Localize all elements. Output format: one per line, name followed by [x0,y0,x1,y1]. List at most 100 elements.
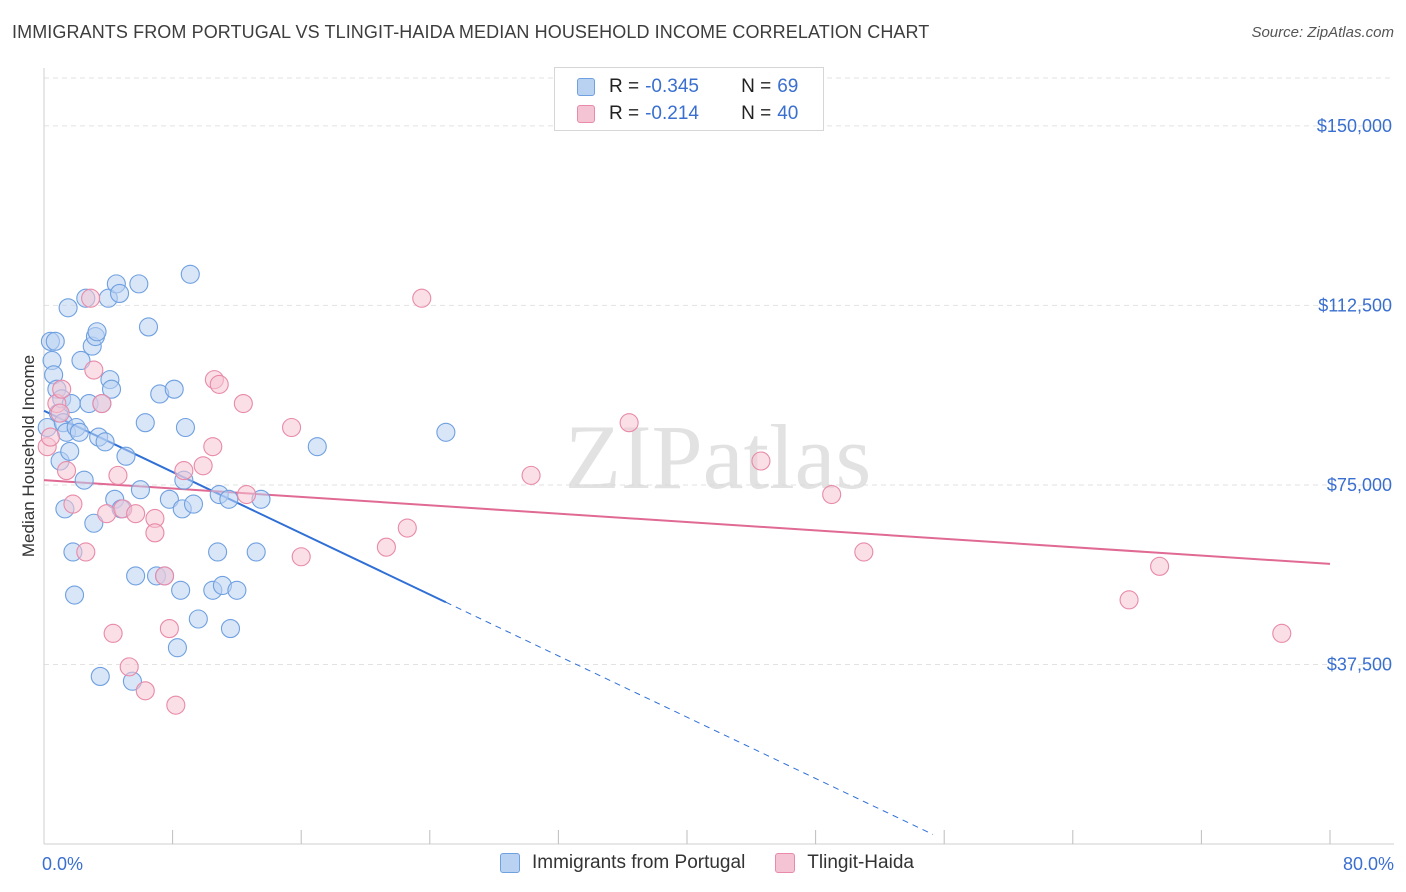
data-point [81,288,101,308]
data-point [52,379,72,399]
data-point [246,542,266,562]
x-tick-labels: 0.0% 80.0% [42,854,1394,874]
y-tick-labels: $37,500 $75,000 $112,500 $150,000 [1317,116,1392,675]
data-point [1272,623,1292,643]
data-point [116,446,136,466]
x-tick-label: 80.0% [1343,854,1394,874]
data-point [63,494,83,514]
data-point [103,623,123,643]
data-point [619,413,639,433]
bottom-legend: Immigrants from Portugal Tlingit-Haida [500,852,944,874]
data-point [174,461,194,481]
data-point [397,518,417,538]
legend-r-value: -0.214 [645,103,699,124]
data-point [135,681,155,701]
legend-r-label: R = [609,103,640,124]
data-point [60,441,80,461]
chart-title: IMMIGRANTS FROM PORTUGAL VS TLINGIT-HAID… [12,22,930,42]
data-point [50,403,70,423]
data-point [155,566,175,586]
source-label: Source: ZipAtlas.com [1251,24,1394,41]
data-point [129,274,149,294]
data-point [219,489,239,509]
data-point [135,413,155,433]
data-point [126,504,146,524]
data-point [412,288,432,308]
legend-item-label: Tlingit-Haida [807,852,914,873]
legend-r-value: -0.345 [645,76,699,97]
data-point [130,480,150,500]
legend-n-label: N = [741,103,772,124]
data-point [193,456,213,476]
data-point [175,417,196,438]
data-point [145,523,165,543]
data-point [1150,556,1170,576]
legend-row-portugal: R = -0.345 N = 69 [577,75,798,99]
trend-line-portugal-extension [445,601,934,835]
legend-n-value: 69 [777,76,799,97]
y-axis-label: Median Household Income [19,355,38,557]
data-point [64,585,85,605]
y-tick-label: $37,500 [1327,654,1392,674]
y-tick-label: $150,000 [1317,116,1392,136]
data-point [183,494,204,514]
data-point [84,513,104,533]
data-point [209,374,229,394]
data-point [74,470,94,490]
data-point [97,504,117,524]
data-point [188,609,208,629]
data-point [159,619,179,639]
data-point [233,393,253,414]
data-point [220,619,241,639]
data-point [227,580,247,600]
legend-n-label: N = [741,76,772,97]
data-point [751,451,771,471]
data-point [40,427,60,447]
data-point [203,437,223,457]
data-point [138,317,159,337]
data-point [171,580,191,600]
legend-swatch-pink-icon [577,105,595,123]
legend-swatch-pink-icon [775,853,796,873]
data-point [307,437,327,457]
legend-n-value: 40 [777,103,799,124]
data-point [92,393,112,414]
data-point [95,432,115,452]
data-points [37,264,1292,715]
gridlines [44,77,1394,665]
data-point [164,379,184,399]
data-point [119,657,139,677]
data-point [521,465,541,485]
data-point [108,465,128,485]
legend-swatch-blue-icon [577,78,595,96]
data-point [159,489,179,509]
x-tick-label: 0.0% [42,854,83,874]
data-point [208,542,228,562]
data-point [376,537,396,557]
axes [43,68,1394,845]
data-point [58,298,78,318]
data-point [84,360,104,380]
legend-r-label: R = [609,76,640,97]
legend-swatch-blue-icon [500,853,520,873]
data-point [56,461,77,481]
data-point [71,350,91,371]
data-point [291,547,311,567]
legend-item-portugal: Immigrants from Portugal [500,852,745,874]
data-point [1119,590,1139,610]
data-point [166,695,186,715]
data-point [822,484,842,505]
data-point [87,322,107,342]
y-tick-label: $112,500 [1318,295,1392,315]
data-point [436,422,456,442]
data-point [69,422,89,442]
data-point [282,417,302,438]
legend-box: R = -0.345 N = 69 R = -0.214 N = 40 [554,67,824,131]
data-point [236,484,257,505]
legend-item-tlingit: Tlingit-Haida [775,852,914,874]
y-tick-label: $75,000 [1327,475,1392,495]
legend-row-tlingit: R = -0.214 N = 40 [577,102,798,126]
data-point [854,542,874,562]
data-point [126,566,146,586]
